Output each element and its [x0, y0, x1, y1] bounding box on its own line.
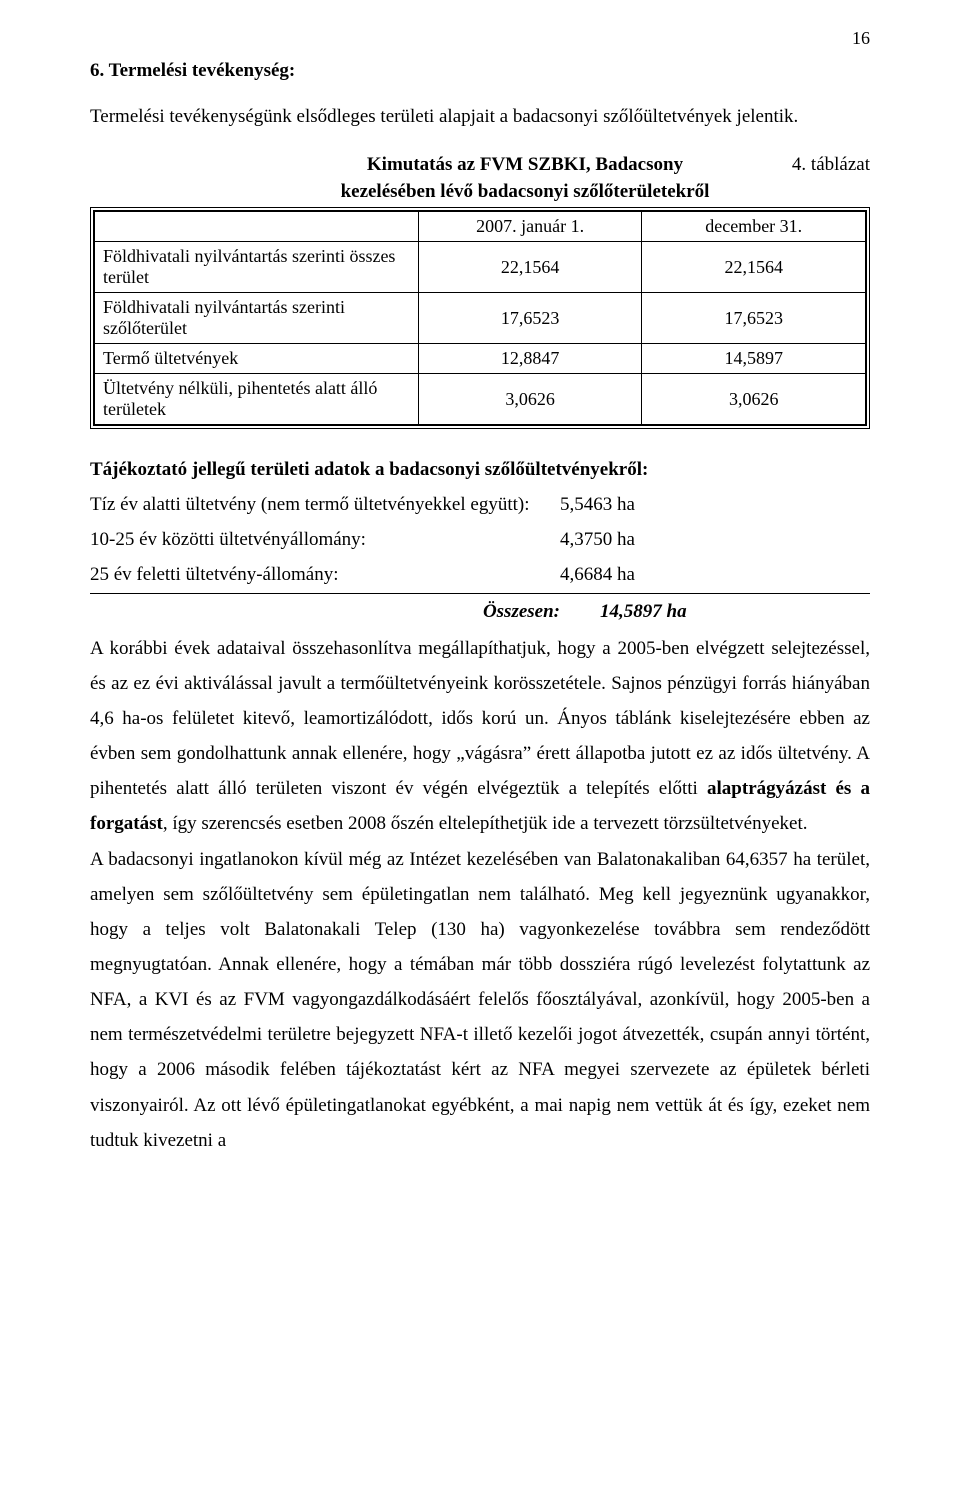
row-label: Ültetvény nélküli, pihentetés alatt álló… — [95, 374, 419, 425]
row-c1: 22,1564 — [418, 242, 642, 293]
sum-label: Összesen: — [350, 594, 600, 629]
table-header-blank — [95, 212, 419, 242]
table-caption-line2: kezelésében lévő badacsonyi szőlőterület… — [341, 181, 710, 202]
body-text: A korábbi évek adataival összehasonlítva… — [90, 631, 870, 1158]
table-header-c1: 2007. január 1. — [418, 212, 642, 242]
row-c2: 17,6523 — [642, 293, 866, 344]
data-table-wrapper: 2007. január 1. december 31. Földhivatal… — [90, 207, 870, 429]
table-caption-line1: Kimutatás az FVM SZBKI, Badacsony — [367, 154, 683, 175]
body-p1b: , így szerencsés esetben 2008 őszén elte… — [163, 813, 808, 834]
row-c1: 12,8847 — [418, 344, 642, 374]
body-p2: A badacsonyi ingatlanokon kívül még az I… — [90, 842, 870, 1158]
table-header-c2: december 31. — [642, 212, 866, 242]
sum-value: 14,5897 ha — [600, 594, 870, 629]
caption-spacer — [90, 152, 300, 205]
row-label: Földhivatali nyilvántartás szerinti szől… — [95, 293, 419, 344]
data-line-label: 10-25 év közötti ültetvényállomány: — [90, 522, 560, 557]
data-line-label: 25 év feletti ültetvény-állomány: — [90, 557, 560, 592]
section-heading: 6. Termelési tevékenység: — [90, 60, 870, 82]
data-table: 2007. január 1. december 31. Földhivatal… — [94, 211, 866, 425]
table-row: Földhivatali nyilvántartás szerinti össz… — [95, 242, 866, 293]
table-row: Termő ültetvények 12,8847 14,5897 — [95, 344, 866, 374]
body-p1a: A korábbi évek adataival összehasonlítva… — [90, 638, 870, 800]
row-c2: 22,1564 — [642, 242, 866, 293]
data-line-value: 5,5463 ha — [560, 487, 870, 522]
data-line-value: 4,6684 ha — [560, 557, 870, 592]
table-row: Ültetvény nélküli, pihentetés alatt álló… — [95, 374, 866, 425]
row-label: Termő ültetvények — [95, 344, 419, 374]
data-line-label: Tíz év alatti ültetvény (nem termő ültet… — [90, 487, 560, 522]
table-number: 4. táblázat — [750, 152, 870, 205]
row-c2: 3,0626 — [642, 374, 866, 425]
data-line: Tíz év alatti ültetvény (nem termő ültet… — [90, 487, 870, 522]
data-line-value: 4,3750 ha — [560, 522, 870, 557]
sum-line: Összesen: 14,5897 ha — [90, 594, 870, 629]
row-c1: 3,0626 — [418, 374, 642, 425]
table-row: Földhivatali nyilvántartás szerinti szől… — [95, 293, 866, 344]
sub-heading: Tájékoztató jellegű területi adatok a ba… — [90, 459, 870, 481]
row-c2: 14,5897 — [642, 344, 866, 374]
data-line: 10-25 év közötti ültetvényállomány: 4,37… — [90, 522, 870, 557]
intro-paragraph: Termelési tevékenységünk elsődleges terü… — [90, 106, 870, 128]
row-label: Földhivatali nyilvántartás szerinti össz… — [95, 242, 419, 293]
data-line: 25 év feletti ültetvény-állomány: 4,6684… — [90, 557, 870, 593]
page-number: 16 — [852, 28, 870, 49]
table-header-row: 2007. január 1. december 31. — [95, 212, 866, 242]
row-c1: 17,6523 — [418, 293, 642, 344]
